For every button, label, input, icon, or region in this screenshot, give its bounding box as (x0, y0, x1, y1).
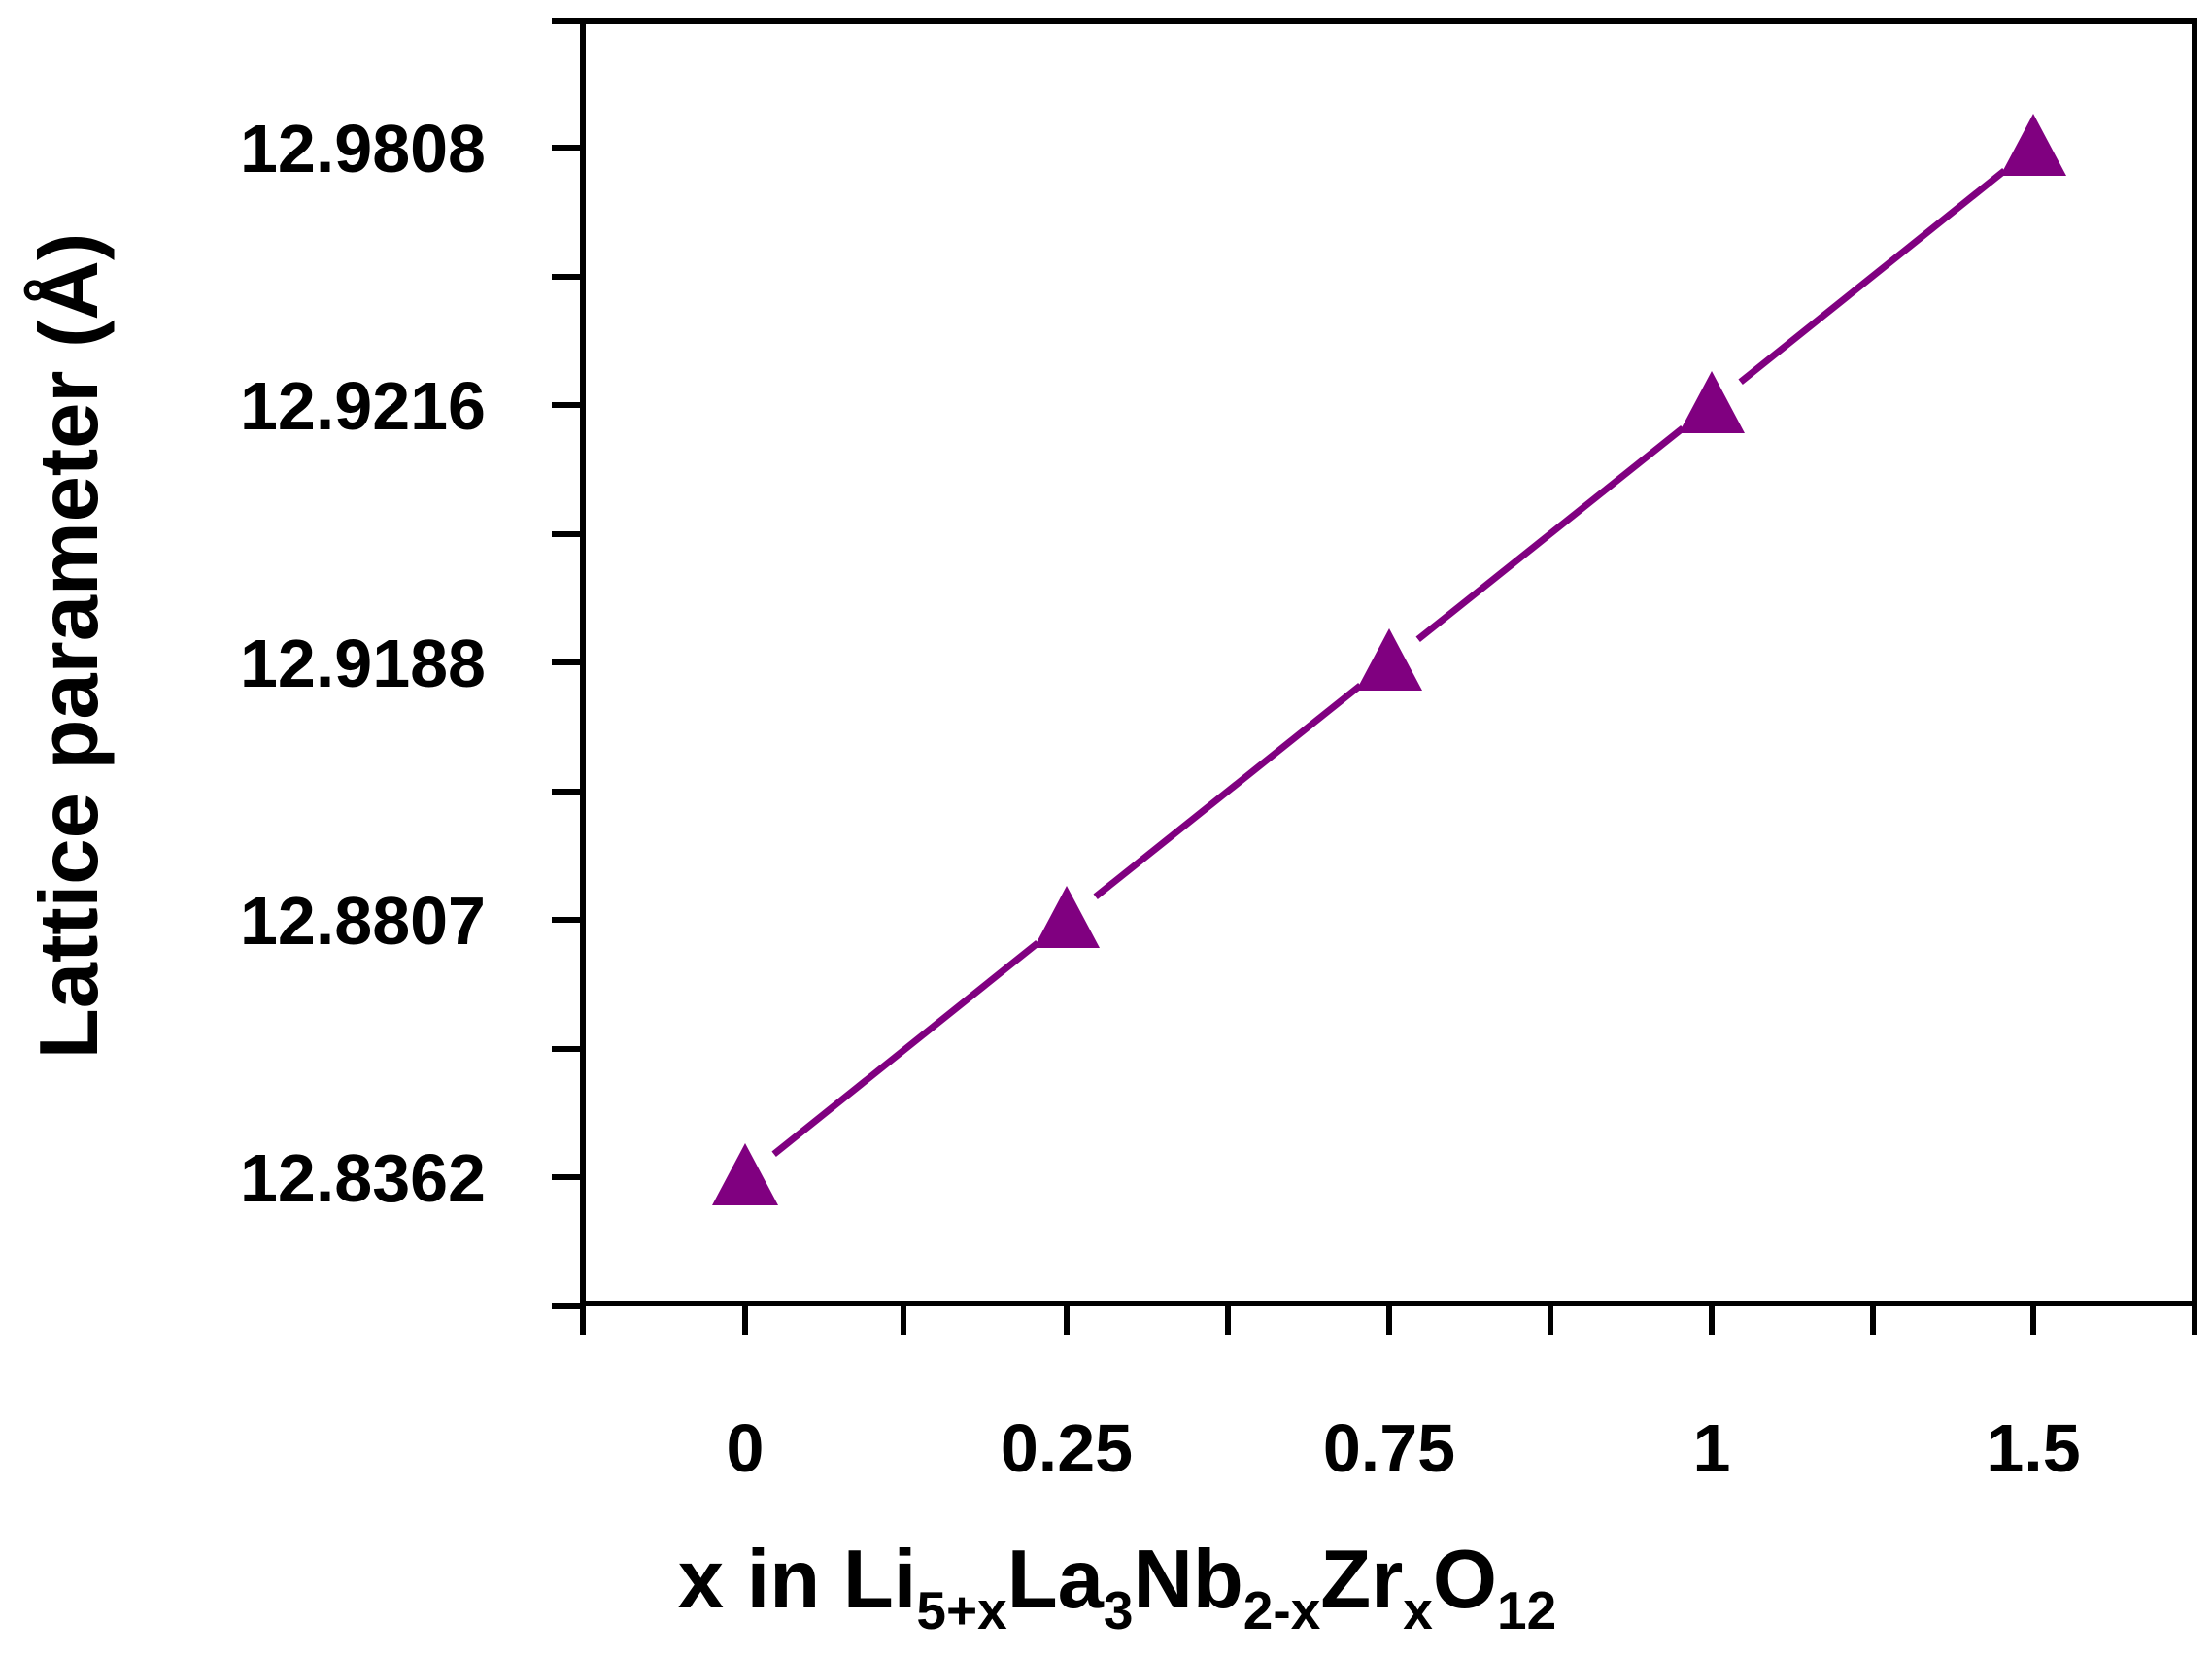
x-axis-title-subscript: 5+x (916, 1580, 1007, 1640)
y-axis-title: Lattice parameter (Å) (23, 233, 116, 1059)
x-tick-label: 0 (727, 1410, 765, 1486)
y-tick-label: 12.9216 (240, 368, 486, 444)
data-point-triangle (712, 1143, 778, 1205)
series-line-segment (1738, 168, 2007, 385)
x-axis-title-subscript: 2-x (1243, 1580, 1321, 1640)
x-tick-label: 0.75 (1323, 1410, 1455, 1486)
x-axis-title: x in Li5+xLa3Nb2-xZrxO12 (678, 1534, 1556, 1640)
series-lines (771, 168, 2007, 1157)
data-point-triangle (1356, 628, 1422, 691)
x-axis-title-part: Nb (1133, 1534, 1242, 1626)
y-tick-label: 12.8807 (240, 883, 486, 959)
series-line-segment (1093, 682, 1363, 900)
y-axis-ticks (552, 18, 583, 1309)
x-axis-title-part: x in Li (678, 1534, 917, 1626)
x-tick-label: 1.5 (1986, 1410, 2080, 1486)
x-axis-title-part: Zr (1320, 1534, 1403, 1626)
series-line-segment (1415, 424, 1685, 643)
x-axis-ticks (580, 1303, 2197, 1335)
x-axis-tick-labels: 0 0.25 0.75 1 1.5 (727, 1410, 2081, 1486)
x-axis-title-subscript: 3 (1104, 1580, 1134, 1640)
data-point-triangle (1034, 886, 1100, 948)
y-tick-label: 12.9808 (240, 111, 486, 186)
x-axis-title-part: La (1007, 1534, 1105, 1626)
y-axis-tick-labels: 12.8362 12.8807 12.9188 12.9216 12.9808 (240, 111, 486, 1216)
series-markers (712, 114, 2066, 1205)
data-point-triangle (1679, 371, 1745, 433)
y-tick-label: 12.9188 (240, 626, 486, 701)
data-point-triangle (2000, 114, 2066, 176)
x-axis-title-part: O (1433, 1534, 1497, 1626)
y-tick-label: 12.8362 (240, 1140, 486, 1216)
series-line-segment (771, 940, 1040, 1157)
x-axis-title-subscript: x (1403, 1580, 1433, 1640)
x-tick-label: 0.25 (1001, 1410, 1133, 1486)
x-axis-title-subscript: 12 (1497, 1580, 1556, 1640)
x-tick-label: 1 (1693, 1410, 1731, 1486)
